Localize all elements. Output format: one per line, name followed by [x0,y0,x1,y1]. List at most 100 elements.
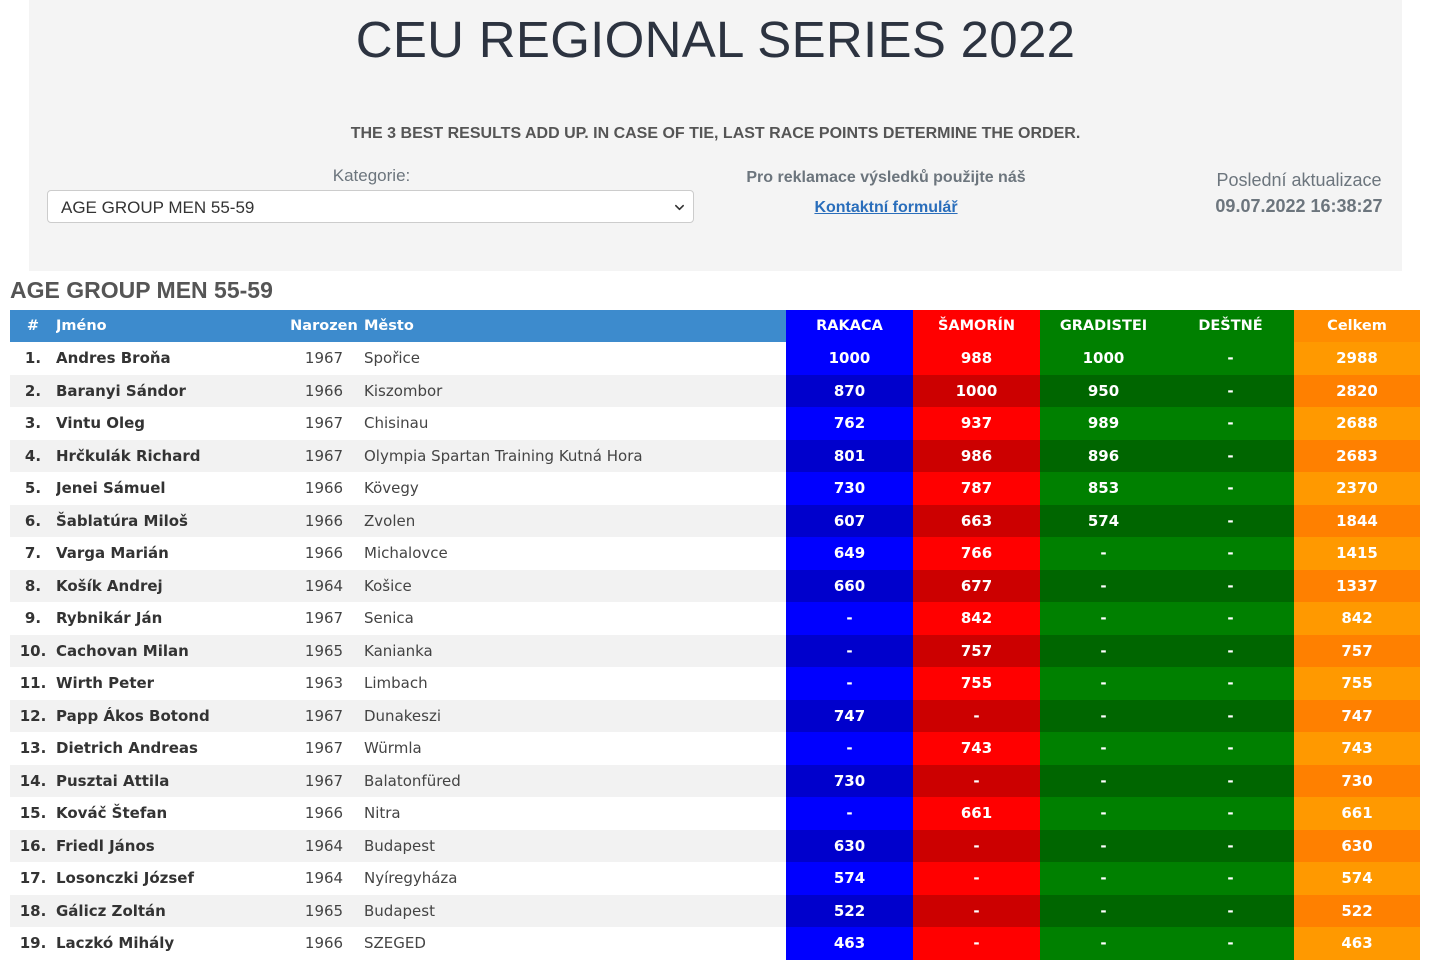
destne-points: - [1167,634,1294,667]
column-header-rakaca[interactable]: RAKACA [786,310,913,342]
destne-points: - [1167,439,1294,472]
table-header-row: # Jméno Narozen Město RAKACA ŠAMORÍN GRA… [10,310,1420,342]
athlete-name[interactable]: Baranyi Sándor [56,374,284,407]
birth-year: 1967 [284,342,364,375]
city-cell: Košice [364,569,786,602]
rakaca-points: 630 [786,829,913,862]
city-cell: Balatonfüred [364,764,786,797]
city-cell: Zvolen [364,504,786,537]
athlete-name[interactable]: Varga Marián [56,537,284,570]
athlete-name[interactable]: Friedl János [56,829,284,862]
rank-cell: 19. [10,927,56,960]
athlete-name[interactable]: Cachovan Milan [56,634,284,667]
total-points: 522 [1294,894,1420,927]
rakaca-points: - [786,797,913,830]
birth-year: 1967 [284,439,364,472]
gradistei-points: - [1040,732,1167,765]
athlete-name[interactable]: Dietrich Andreas [56,732,284,765]
samorin-points: 661 [913,797,1040,830]
athlete-name[interactable]: Andres Broňa [56,342,284,375]
gradistei-points: - [1040,797,1167,830]
gradistei-points: 853 [1040,472,1167,505]
total-points: 743 [1294,732,1420,765]
category-select[interactable]: AGE GROUP MEN 55-59 [47,190,694,223]
athlete-name[interactable]: Gálicz Zoltán [56,894,284,927]
rank-cell: 5. [10,472,56,505]
athlete-name[interactable]: Wirth Peter [56,667,284,700]
samorin-points: 755 [913,667,1040,700]
destne-points: - [1167,732,1294,765]
rakaca-points: - [786,732,913,765]
rakaca-points: 730 [786,764,913,797]
category-label: Kategorie: [332,166,411,185]
samorin-points: 743 [913,732,1040,765]
athlete-name[interactable]: Jenei Sámuel [56,472,284,505]
city-cell: Spořice [364,342,786,375]
samorin-points: 937 [913,407,1040,440]
total-points: 2988 [1294,342,1420,375]
athlete-name[interactable]: Hrčkulák Richard [56,439,284,472]
samorin-points: 787 [913,472,1040,505]
gradistei-points: - [1040,862,1167,895]
city-cell: Budapest [364,894,786,927]
rakaca-points: 747 [786,699,913,732]
rakaca-points: 801 [786,439,913,472]
column-header-city[interactable]: Město [364,310,786,342]
destne-points: - [1167,797,1294,830]
athlete-name[interactable]: Košík Andrej [56,569,284,602]
last-update-value: 09.07.2022 16:38:27 [1215,196,1383,216]
athlete-name[interactable]: Kováč Štefan [56,797,284,830]
rank-cell: 17. [10,862,56,895]
contact-form-link[interactable]: Kontaktní formulář [814,199,958,216]
column-header-born[interactable]: Narozen [284,310,364,342]
athlete-name[interactable]: Rybnikár Ján [56,602,284,635]
total-points: 630 [1294,829,1420,862]
table-row: 3. Vintu Oleg 1967 Chisinau 762 937 989-2688 [10,407,1420,440]
rank-cell: 1. [10,342,56,375]
rakaca-points: 463 [786,927,913,960]
city-cell: Dunakeszi [364,699,786,732]
results-table: # Jméno Narozen Město RAKACA ŠAMORÍN GRA… [10,310,1420,960]
gradistei-points: - [1040,634,1167,667]
athlete-name[interactable]: Šablatúra Miloš [56,504,284,537]
destne-points: - [1167,472,1294,505]
column-header-total[interactable]: Celkem [1294,310,1420,342]
athlete-name[interactable]: Losonczki József [56,862,284,895]
rank-cell: 6. [10,504,56,537]
category-heading: AGE GROUP MEN 55-59 [10,277,273,303]
samorin-points: 677 [913,569,1040,602]
city-cell: Nyíregyháza [364,862,786,895]
birth-year: 1966 [284,537,364,570]
last-update-label: Poslední aktualizace [1216,170,1382,190]
athlete-name[interactable]: Vintu Oleg [56,407,284,440]
rakaca-points: 649 [786,537,913,570]
column-header-gradistei[interactable]: GRADISTEI [1040,310,1167,342]
column-header-rank[interactable]: # [10,310,56,342]
total-points: 2820 [1294,374,1420,407]
city-cell: Olympia Spartan Training Kutná Hora [364,439,786,472]
rakaca-points: 730 [786,472,913,505]
column-header-name[interactable]: Jméno [56,310,284,342]
athlete-name[interactable]: Laczkó Mihály [56,927,284,960]
reclamation-text: Pro reklamace výsledků použijte náš [746,169,1026,186]
destne-points: - [1167,569,1294,602]
chevron-down-icon [675,204,684,211]
total-points: 1415 [1294,537,1420,570]
samorin-points: 1000 [913,374,1040,407]
rules-note: THE 3 BEST RESULTS ADD UP. IN CASE OF TI… [350,125,1081,142]
destne-points: - [1167,927,1294,960]
city-cell: Würmla [364,732,786,765]
rank-cell: 14. [10,764,56,797]
gradistei-points: - [1040,764,1167,797]
column-header-samorin[interactable]: ŠAMORÍN [913,310,1040,342]
rakaca-points: - [786,634,913,667]
rakaca-points: 574 [786,862,913,895]
athlete-name[interactable]: Pusztai Attila [56,764,284,797]
header-panel: CEU REGIONAL SERIES 2022 THE 3 BEST RESU… [29,0,1402,271]
column-header-destne[interactable]: DEŠTNÉ [1167,310,1294,342]
destne-points: - [1167,667,1294,700]
athlete-name[interactable]: Papp Ákos Botond [56,699,284,732]
gradistei-points: - [1040,829,1167,862]
table-row: 10. Cachovan Milan 1965 Kanianka -757- -757 [10,634,1420,667]
rakaca-points: 762 [786,407,913,440]
